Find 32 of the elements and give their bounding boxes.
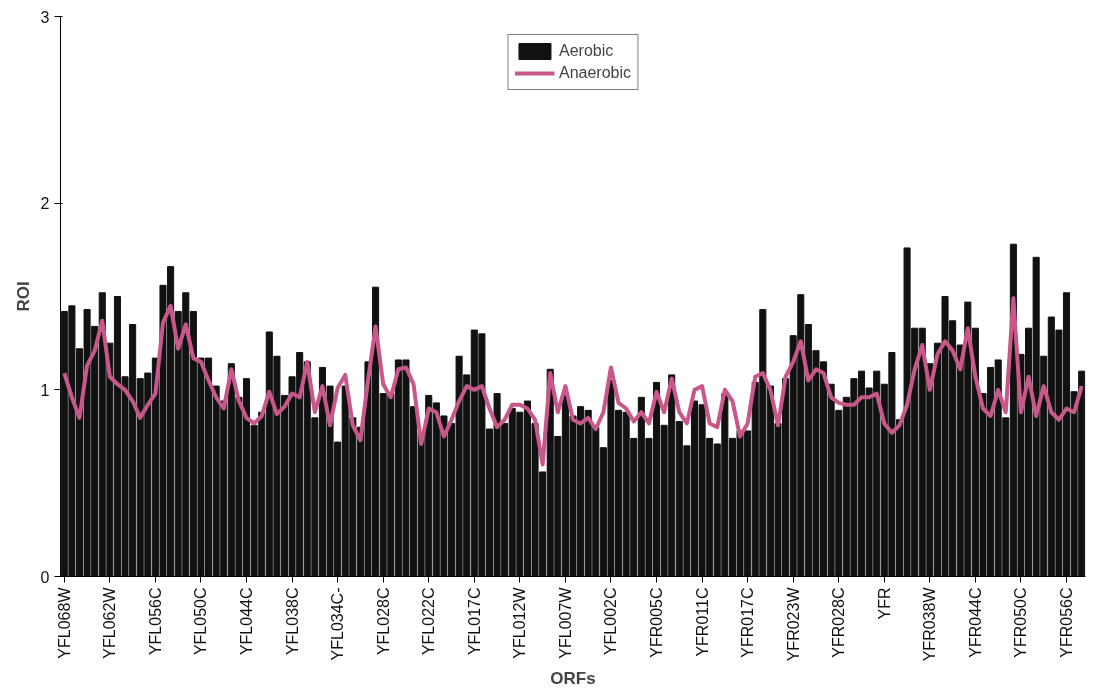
x-tick-label: YFL034C- — [329, 587, 347, 661]
x-tick-label: YFL012W — [511, 586, 529, 659]
x-tick-label: YFR038W — [921, 586, 939, 662]
x-tick-label: YFL062W — [101, 586, 119, 659]
x-tick-label: YFR044C — [966, 587, 984, 658]
y-tick-label: 3 — [40, 8, 50, 26]
x-tick-label: YFL056C — [146, 587, 164, 656]
x-tick-label: YFL007W — [556, 586, 574, 659]
x-axis-title: ORFs — [550, 669, 596, 689]
y-tick-label: 1 — [40, 381, 50, 399]
x-tick-label: YFL022C — [420, 587, 438, 656]
x-tick-label: YFL002C — [602, 587, 620, 656]
y-tick-label: 2 — [40, 195, 50, 213]
x-tick-label: YFL028C — [374, 587, 392, 656]
x-tick-label: YFR050C — [1012, 587, 1030, 658]
y-axis-title: ROI — [13, 281, 33, 312]
x-tick-label: YFR005C — [648, 587, 666, 658]
x-tick-label: YFR011C — [693, 587, 711, 657]
x-tick-label: YFR — [875, 587, 893, 620]
x-tick-label: YFR023W — [784, 586, 802, 662]
x-tick-label: YFR017C — [739, 587, 757, 658]
x-tick-label: YFL068W — [55, 586, 73, 659]
x-tick-label: YFL044C — [238, 587, 256, 656]
x-tick-label: YFR056C — [1058, 587, 1076, 658]
x-tick-label: YFR028C — [830, 587, 848, 658]
x-tick-label: YFL050C — [192, 587, 210, 656]
legend-label: Aerobic — [558, 42, 614, 60]
y-tick-label: 0 — [40, 568, 50, 586]
legend-label: Anaerobic — [558, 64, 632, 82]
x-tick-label: YFL038C — [283, 587, 301, 656]
x-tick-label: YFL017C — [465, 587, 483, 656]
line-series — [62, 296, 1084, 467]
